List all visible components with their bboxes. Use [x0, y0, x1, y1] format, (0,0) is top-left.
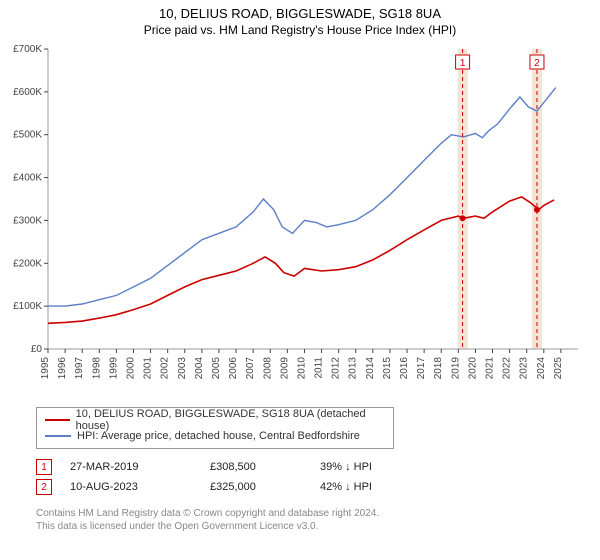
svg-text:1995: 1995: [40, 357, 51, 380]
svg-text:2006: 2006: [228, 357, 239, 380]
legend-label: 10, DELIUS ROAD, BIGGLESWADE, SG18 8UA (…: [76, 408, 385, 432]
svg-text:£0: £0: [31, 344, 43, 355]
footer-line: This data is licensed under the Open Gov…: [36, 520, 600, 533]
svg-text:2: 2: [534, 58, 540, 69]
svg-text:£400K: £400K: [13, 173, 42, 184]
legend: 10, DELIUS ROAD, BIGGLESWADE, SG18 8UA (…: [36, 407, 394, 449]
svg-text:2021: 2021: [485, 357, 496, 380]
marker-table: 1 27-MAR-2019 £308,500 39% ↓ HPI 2 10-AU…: [36, 457, 600, 497]
svg-text:2018: 2018: [433, 357, 444, 380]
svg-text:2005: 2005: [211, 357, 222, 380]
footer: Contains HM Land Registry data © Crown c…: [36, 507, 600, 541]
svg-text:£500K: £500K: [13, 130, 42, 141]
svg-text:1998: 1998: [91, 357, 102, 380]
marker-pct: 39% ↓ HPI: [320, 461, 440, 473]
svg-text:1997: 1997: [74, 357, 85, 380]
footer-line: Contains HM Land Registry data © Crown c…: [36, 507, 600, 520]
price-chart: £0 £100K £200K £300K £400K £500K £600K £700K 199…: [0, 41, 600, 401]
svg-text:2020: 2020: [467, 357, 478, 380]
marker-date: 27-MAR-2019: [70, 461, 210, 473]
marker-row: 1 27-MAR-2019 £308,500 39% ↓ HPI: [36, 457, 600, 477]
legend-item: 10, DELIUS ROAD, BIGGLESWADE, SG18 8UA (…: [45, 412, 385, 428]
svg-text:2012: 2012: [331, 357, 342, 380]
svg-text:£300K: £300K: [13, 215, 42, 226]
marker-price: £308,500: [210, 461, 320, 473]
svg-text:2019: 2019: [450, 357, 461, 380]
svg-text:2010: 2010: [296, 357, 307, 380]
svg-text:£600K: £600K: [13, 87, 42, 98]
svg-text:2017: 2017: [416, 357, 427, 380]
svg-text:2009: 2009: [279, 357, 290, 380]
legend-label: HPI: Average price, detached house, Cent…: [77, 430, 360, 442]
svg-text:2015: 2015: [382, 357, 393, 380]
svg-text:2007: 2007: [245, 357, 256, 380]
svg-text:£200K: £200K: [13, 258, 42, 269]
marker-pct: 42% ↓ HPI: [320, 481, 440, 493]
svg-text:1: 1: [460, 58, 466, 69]
svg-text:2004: 2004: [194, 357, 205, 380]
svg-text:2001: 2001: [143, 357, 154, 380]
svg-text:2011: 2011: [314, 357, 325, 379]
page-title: 10, DELIUS ROAD, BIGGLESWADE, SG18 8UA: [0, 6, 600, 21]
marker-date: 10-AUG-2023: [70, 481, 210, 493]
svg-text:2025: 2025: [553, 357, 564, 380]
svg-text:2014: 2014: [365, 357, 376, 380]
svg-text:2002: 2002: [160, 357, 171, 380]
marker-badge-1: 1: [36, 459, 52, 475]
marker-row: 2 10-AUG-2023 £325,000 42% ↓ HPI: [36, 477, 600, 497]
svg-text:2022: 2022: [502, 357, 513, 380]
svg-text:£700K: £700K: [13, 44, 42, 55]
svg-text:1999: 1999: [108, 357, 119, 380]
svg-text:2003: 2003: [177, 357, 188, 380]
svg-text:1996: 1996: [57, 357, 68, 380]
svg-text:2023: 2023: [519, 357, 530, 380]
page-subtitle: Price paid vs. HM Land Registry's House …: [0, 23, 600, 37]
marker-badge-2: 2: [36, 479, 52, 495]
svg-text:2016: 2016: [399, 357, 410, 380]
svg-text:2013: 2013: [348, 357, 359, 380]
legend-item: HPI: Average price, detached house, Cent…: [45, 428, 385, 444]
svg-text:2024: 2024: [536, 357, 547, 380]
svg-text:£100K: £100K: [13, 301, 42, 312]
marker-price: £325,000: [210, 481, 320, 493]
svg-text:2008: 2008: [262, 357, 273, 380]
svg-text:2000: 2000: [125, 357, 136, 380]
